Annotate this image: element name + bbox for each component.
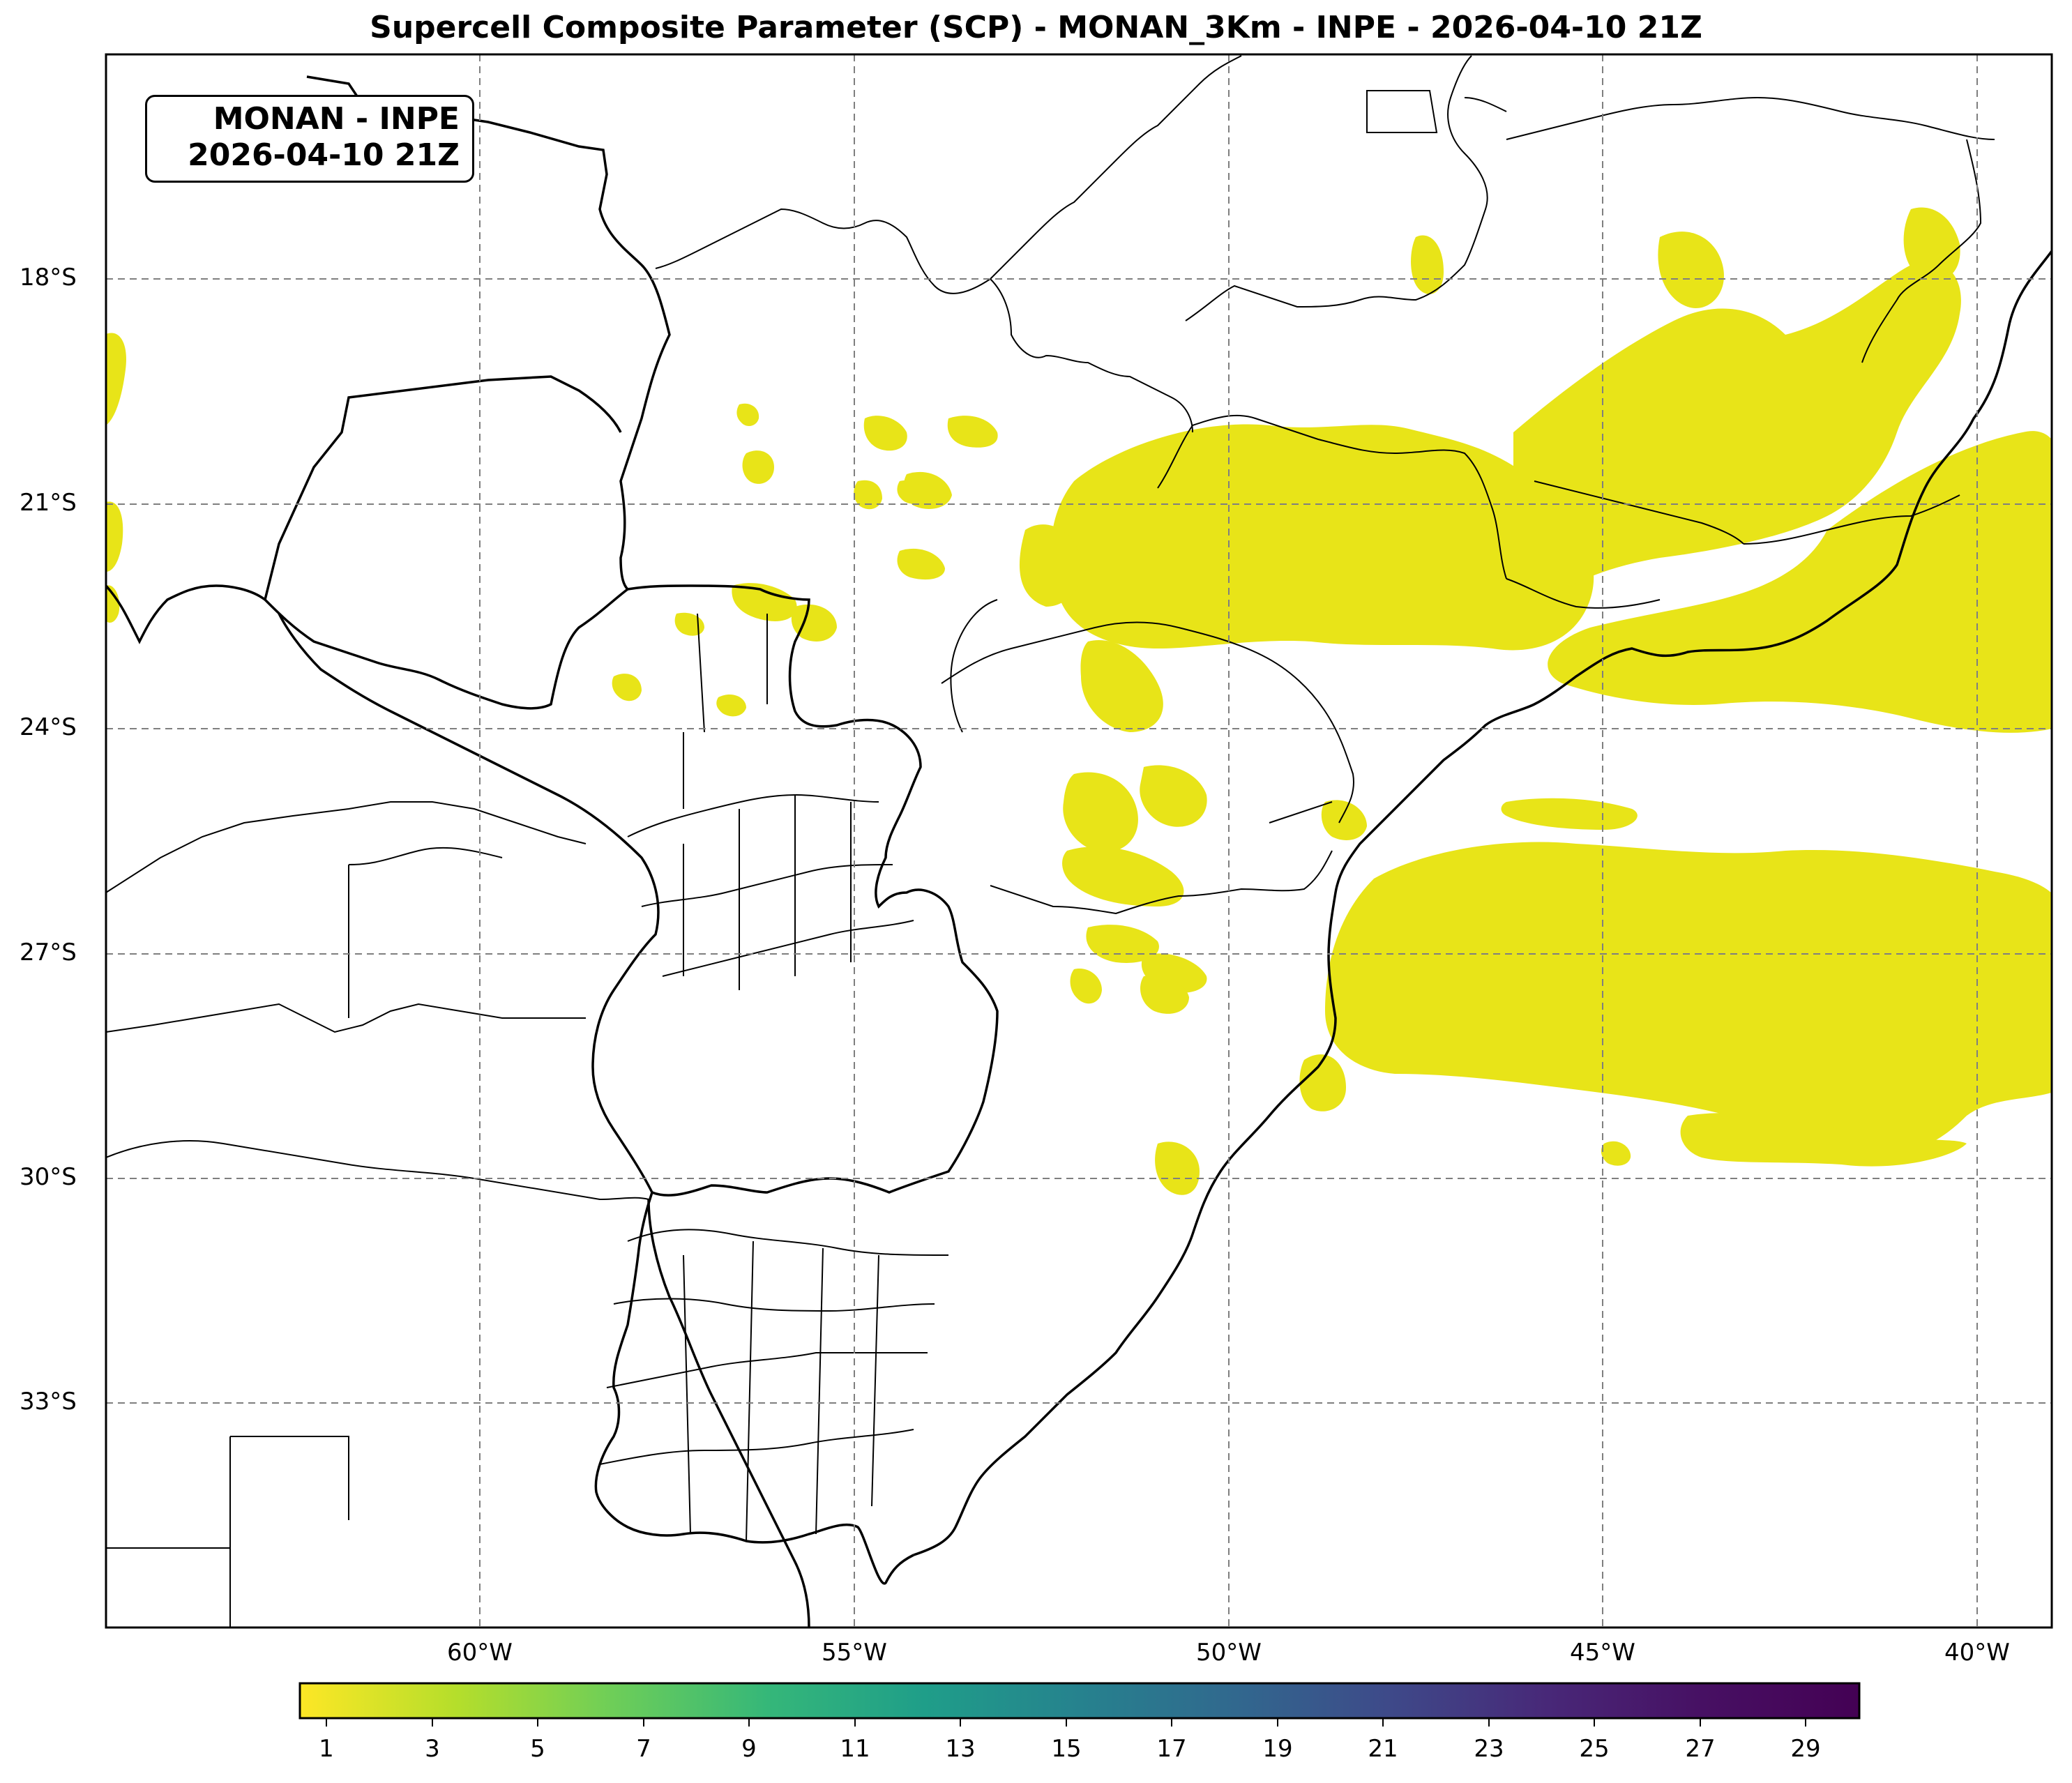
lon-label-50w: 50°W <box>1196 1639 1262 1667</box>
colorbar <box>298 1682 1861 1720</box>
colorbar-tick-label: 17 <box>1156 1735 1187 1763</box>
chart-title: Supercell Composite Parameter (SCP) - MO… <box>370 10 1702 45</box>
lon-label-60w: 60°W <box>447 1639 513 1667</box>
colorbar-tick-label: 25 <box>1579 1735 1610 1763</box>
lon-label-45w: 45°W <box>1570 1639 1635 1667</box>
colorbar-tick-label: 15 <box>1051 1735 1082 1763</box>
colorbar-tick-label: 7 <box>636 1735 651 1763</box>
lat-label-30s: 30°S <box>20 1163 77 1191</box>
colorbar-ticks <box>326 1718 1806 1727</box>
stamp-line-1: MONAN - INPE <box>213 101 460 137</box>
colorbar-tick-label: 29 <box>1790 1735 1821 1763</box>
colorbar-tick-label: 27 <box>1685 1735 1716 1763</box>
lon-label-55w: 55°W <box>822 1639 887 1667</box>
colorbar-tick-label: 23 <box>1474 1735 1504 1763</box>
colorbar-tick-label: 5 <box>530 1735 545 1763</box>
country-state-boundaries <box>106 55 2052 1628</box>
lat-label-27s: 27°S <box>20 939 77 966</box>
colorbar-tick-label: 13 <box>945 1735 976 1763</box>
map-frame <box>105 53 2053 1629</box>
lon-label-40w: 40°W <box>1944 1639 2010 1667</box>
scp-field <box>106 207 2052 1195</box>
colorbar-tick-label: 1 <box>319 1735 334 1763</box>
colorbar-tick-label: 19 <box>1262 1735 1293 1763</box>
lat-label-33s: 33°S <box>20 1388 77 1416</box>
colorbar-tick-label: 3 <box>425 1735 440 1763</box>
lat-label-21s: 21°S <box>20 489 77 517</box>
stamp-line-2: 2026-04-10 21Z <box>188 137 460 173</box>
colorbar-tick-label: 9 <box>741 1735 757 1763</box>
colorbar-tick-label: 11 <box>840 1735 870 1763</box>
lat-lon-gridlines <box>106 54 2052 1628</box>
colorbar-tick-label: 21 <box>1368 1735 1398 1763</box>
model-stamp-box: MONAN - INPE 2026-04-10 21Z <box>145 95 474 183</box>
lat-label-18s: 18°S <box>20 264 77 291</box>
lat-label-24s: 24°S <box>20 713 77 741</box>
